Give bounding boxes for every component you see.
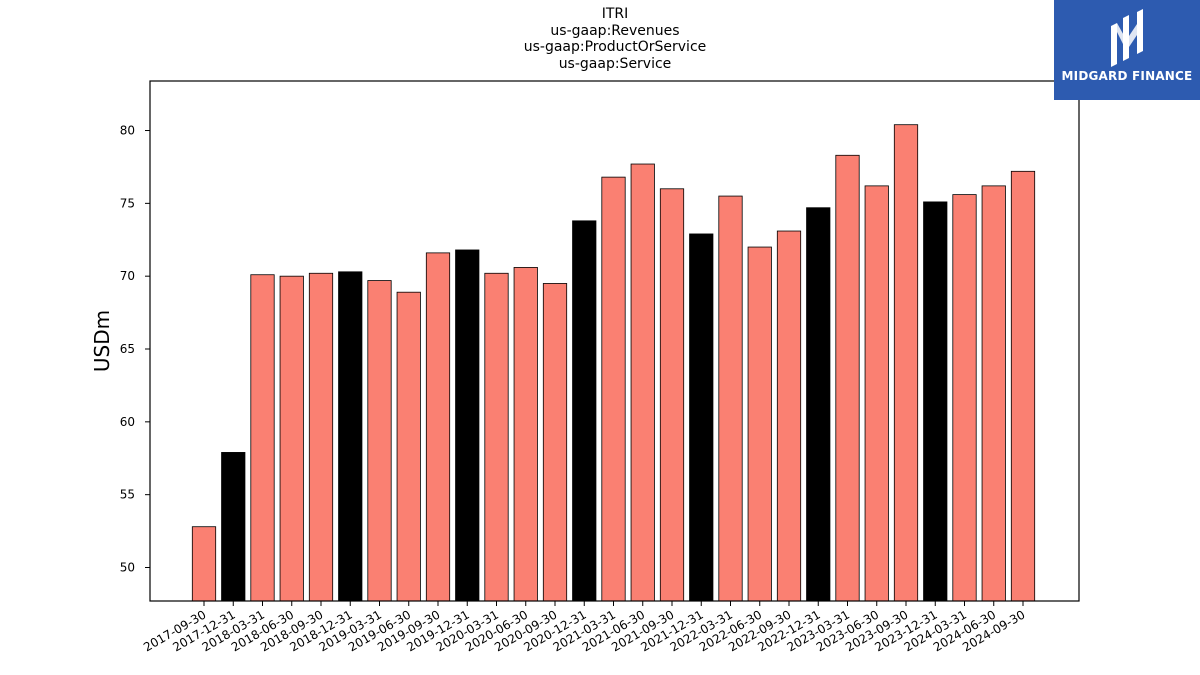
y-axis-label: USDm: [90, 310, 114, 372]
bar-2021-06-30: [630, 163, 655, 602]
bar-2023-12-31: [923, 201, 948, 602]
y-tick-label-60: 60: [120, 415, 135, 429]
y-axis: 50 55 60 65 70 75 80: [120, 124, 150, 575]
logo-text: MIDGARD FINANCE: [1061, 69, 1193, 83]
y-tick-label-50: 50: [120, 561, 135, 575]
y-tick-label-80: 80: [120, 124, 135, 138]
bar-2024-09-30: [1010, 170, 1036, 602]
bar-2019-12-31: [455, 249, 480, 602]
bar-2021-09-30: [659, 188, 685, 602]
bar-2019-09-30: [425, 252, 451, 602]
chart-title-line-1: ITRI: [601, 6, 629, 22]
bar-2020-06-30: [513, 267, 538, 602]
bars-group: [191, 124, 1036, 602]
bar-2020-09-30: [542, 283, 568, 602]
bar-2017-12-31: [221, 452, 246, 602]
bar-2020-12-31: [572, 220, 597, 602]
plot-frame: [149, 80, 1080, 602]
y-tick-label-75: 75: [120, 196, 135, 210]
bar-2021-12-31: [689, 233, 714, 602]
chart-title-line-4: us-gaap:Service: [558, 55, 672, 72]
bar-2022-06-30: [747, 246, 772, 602]
chart-title: ITRI us-gaap:Revenues us-gaap:ProductOrS…: [0, 6, 1200, 72]
midgard-logo-mark-icon: [1111, 9, 1143, 67]
x-axis: 2017-09-302017-12-312018-03-312018-06-30…: [141, 601, 1028, 654]
bar-2022-12-31: [806, 207, 831, 602]
bar-2023-06-30: [864, 185, 889, 602]
bar-2018-09-30: [308, 272, 334, 602]
bar-2021-03-31: [601, 176, 626, 602]
bar-2020-03-31: [484, 272, 509, 602]
bar-2024-03-31: [952, 194, 977, 602]
bar-2019-03-31: [367, 280, 392, 602]
bar-2024-06-30: [981, 185, 1006, 602]
bar-2023-03-31: [835, 154, 860, 602]
bar-2017-09-30: [191, 526, 217, 602]
y-tick-label-55: 55: [120, 488, 135, 502]
bar-2022-09-30: [776, 230, 802, 602]
y-tick-label-70: 70: [120, 269, 135, 283]
chart-title-line-3: us-gaap:ProductOrService: [523, 39, 707, 55]
bar-2023-09-30: [893, 124, 919, 602]
chart-title-line-2: us-gaap:Revenues: [550, 22, 680, 39]
bar-2018-06-30: [279, 275, 304, 602]
bar-2018-03-31: [250, 274, 275, 602]
y-tick-label-65: 65: [120, 342, 135, 356]
logo: MIDGARD FINANCE: [1054, 0, 1200, 100]
bar-2018-12-31: [338, 271, 363, 602]
bar-2022-03-31: [718, 195, 743, 602]
bar-2019-06-30: [396, 291, 421, 602]
